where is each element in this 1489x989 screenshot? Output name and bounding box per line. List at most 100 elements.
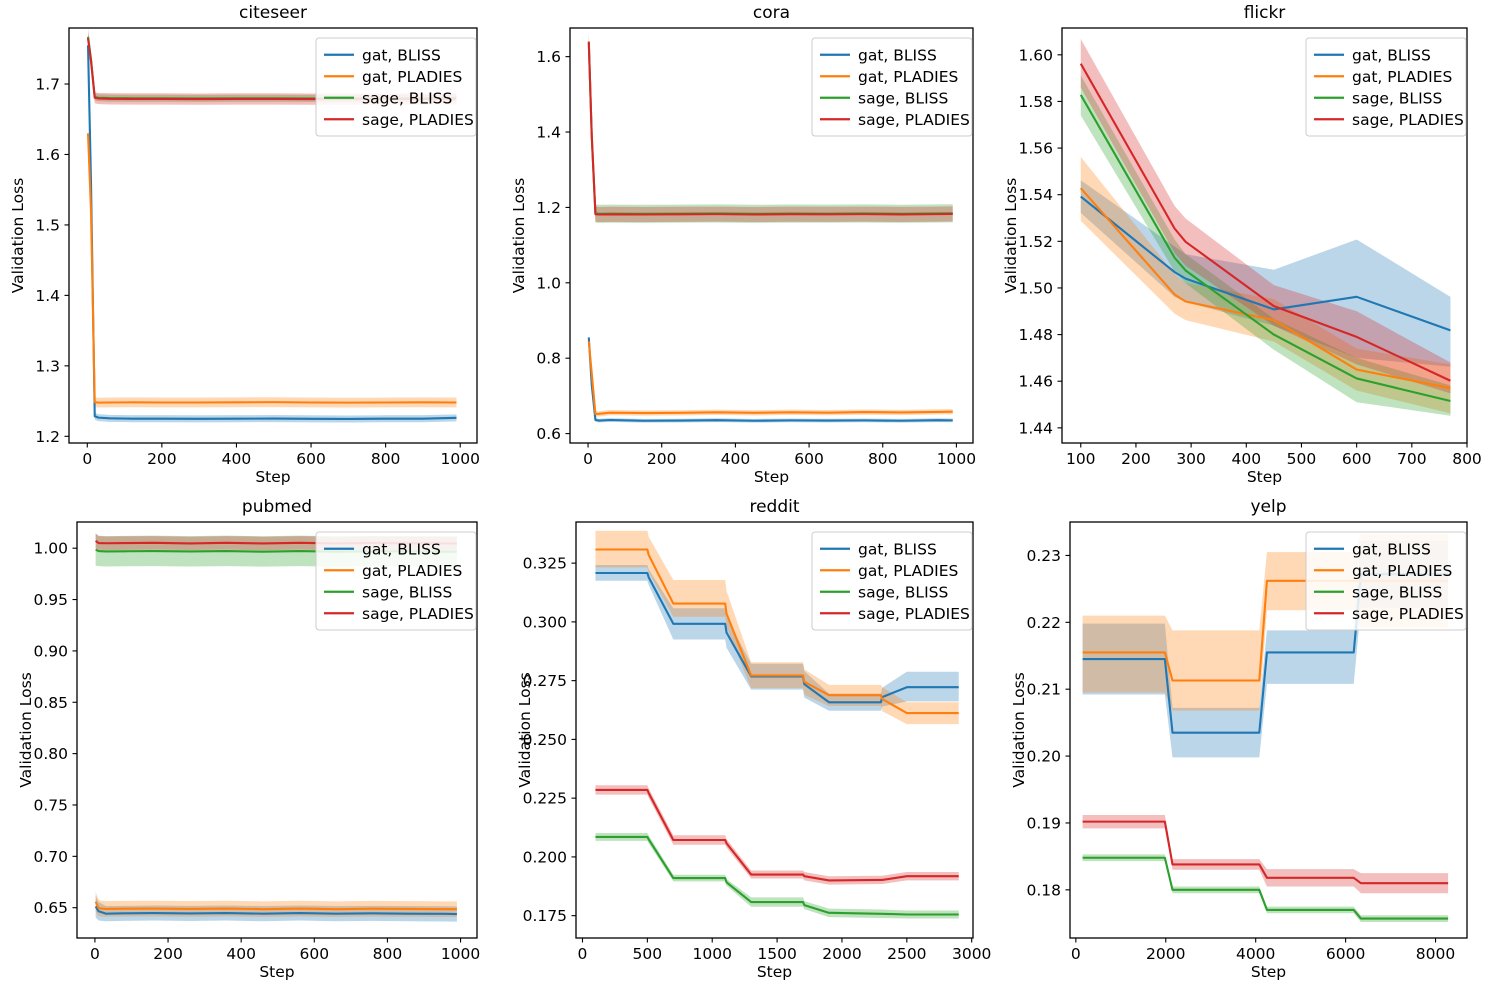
x-tick-label: 500 xyxy=(1287,450,1317,468)
series-line xyxy=(86,45,457,421)
legend-box xyxy=(811,37,973,137)
y-tick-label: 1.58 xyxy=(1018,93,1053,111)
legend-label: gat, BLISS xyxy=(858,540,937,558)
x-tick-label: 600 xyxy=(296,450,326,468)
legend-label: gat, PLADIES xyxy=(858,562,958,580)
x-axis-label: Step xyxy=(1251,963,1286,981)
x-tick-label: 0 xyxy=(1071,945,1081,963)
x-tick-label: 600 xyxy=(299,945,329,963)
y-tick-label: 1.0 xyxy=(536,274,561,292)
y-tick-label: 0.175 xyxy=(523,907,567,925)
y-tick-label: 1.6 xyxy=(35,146,60,164)
x-tick-label: 400 xyxy=(222,450,252,468)
x-tick-label: 4000 xyxy=(1236,945,1275,963)
y-tick-label: 0.95 xyxy=(33,591,68,609)
y-tick-label: 0.20 xyxy=(1026,748,1061,766)
confidence-band xyxy=(1080,156,1451,414)
y-tick-label: 1.3 xyxy=(35,357,60,375)
legend-box xyxy=(315,37,477,137)
legend-label: gat, PLADIES xyxy=(362,68,462,86)
axes-frame xyxy=(1061,27,1468,444)
x-tick-label: 3000 xyxy=(952,945,991,963)
y-tick-label: 0.90 xyxy=(33,642,68,660)
confidence-band xyxy=(1080,38,1451,394)
legend-label: sage, PLADIES xyxy=(362,605,474,623)
y-tick-label: 1.4 xyxy=(35,287,60,305)
x-tick-label: 400 xyxy=(721,450,751,468)
legend-label: gat, PLADIES xyxy=(362,562,462,580)
confidence-band xyxy=(1080,180,1451,367)
confidence-band xyxy=(95,891,457,917)
legend-label: sage, BLISS xyxy=(1352,583,1442,601)
legend-label: gat, PLADIES xyxy=(1352,68,1452,86)
x-tick-label: 2000 xyxy=(1146,945,1185,963)
y-tick-label: 1.60 xyxy=(1018,46,1053,64)
confidence-band xyxy=(595,565,959,711)
subplot-reddit: reddit 0 500 1000 1500 2000 2500 3000 0.175 0.200… xyxy=(496,494,992,989)
legend-box xyxy=(315,531,477,631)
y-tick-label: 1.2 xyxy=(35,428,60,446)
x-tick-label: 600 xyxy=(1342,450,1372,468)
axes-frame xyxy=(1069,521,1468,939)
legend: gat, BLISS gat, PLADIES sage, BLISS sage, P… xyxy=(811,37,973,137)
y-tick-label: 1.00 xyxy=(33,540,68,558)
x-axis-label: Step xyxy=(255,468,290,486)
axes-frame xyxy=(569,27,974,444)
confidence-band xyxy=(588,337,953,417)
series-line xyxy=(94,901,457,911)
legend-label: sage, PLADIES xyxy=(858,111,970,129)
x-tick-label: 800 xyxy=(868,450,898,468)
legend: gat, BLISS gat, PLADIES sage, BLISS sage, P… xyxy=(811,531,973,631)
confidence-band xyxy=(588,334,953,423)
y-tick-label: 1.4 xyxy=(536,124,561,142)
legend-box xyxy=(811,531,973,631)
series-line xyxy=(587,337,953,422)
x-tick-label: 1500 xyxy=(757,945,796,963)
series-line xyxy=(595,548,959,715)
legend: gat, BLISS gat, PLADIES sage, BLISS sage, P… xyxy=(1305,531,1467,631)
y-tick-label: 1.48 xyxy=(1018,326,1053,344)
y-tick-label: 1.46 xyxy=(1018,373,1053,391)
x-tick-label: 0 xyxy=(578,945,588,963)
series-line xyxy=(86,133,457,404)
y-tick-label: 0.6 xyxy=(536,425,561,443)
y-axis-label: Validation Loss xyxy=(17,672,35,787)
y-tick-label: 1.2 xyxy=(536,199,561,217)
series-line xyxy=(1080,195,1451,332)
x-tick-label: 700 xyxy=(1397,450,1427,468)
confidence-band xyxy=(1082,814,1449,894)
legend: gat, BLISS gat, PLADIES sage, BLISS sage, P… xyxy=(1305,37,1467,137)
x-tick-label: 2000 xyxy=(822,945,861,963)
series-line xyxy=(1079,63,1451,382)
y-tick-label: 0.8 xyxy=(536,350,561,368)
x-axis-label: Step xyxy=(757,963,792,981)
legend-label: sage, PLADIES xyxy=(362,111,474,129)
y-axis-label: Validation Loss xyxy=(9,178,27,293)
y-tick-label: 0.225 xyxy=(523,790,567,808)
x-tick-label: 800 xyxy=(1452,450,1482,468)
series-line xyxy=(1079,94,1451,403)
series-line xyxy=(1079,187,1451,390)
legend-label: gat, BLISS xyxy=(1352,46,1431,64)
legend-label: sage, BLISS xyxy=(362,583,452,601)
y-tick-label: 0.250 xyxy=(523,731,567,749)
x-tick-label: 200 xyxy=(147,450,177,468)
legend-label: sage, BLISS xyxy=(362,89,452,107)
x-tick-label: 8000 xyxy=(1416,945,1455,963)
subplot-flickr: flickr 100 200 300 400 500 600 700 800 1.44 1.46 1.… xyxy=(992,0,1489,494)
y-tick-label: 1.7 xyxy=(35,76,60,94)
plot-title: pubmed xyxy=(242,497,312,517)
y-tick-label: 0.300 xyxy=(523,613,567,631)
y-tick-label: 0.70 xyxy=(33,848,68,866)
y-tick-label: 1.52 xyxy=(1018,233,1053,251)
y-tick-label: 0.200 xyxy=(523,848,567,866)
x-axis-label: Step xyxy=(259,963,294,981)
x-tick-label: 1000 xyxy=(440,450,479,468)
legend-label: sage, PLADIES xyxy=(1352,605,1464,623)
y-tick-label: 0.23 xyxy=(1026,547,1061,565)
subplot-cora: cora 0 200 400 600 800 1000 0.6 0.8 1.0 1.2 1.4 1.6 S… xyxy=(496,0,992,494)
x-tick-label: 600 xyxy=(794,450,824,468)
y-tick-label: 1.6 xyxy=(536,48,561,66)
x-tick-label: 6000 xyxy=(1326,945,1365,963)
